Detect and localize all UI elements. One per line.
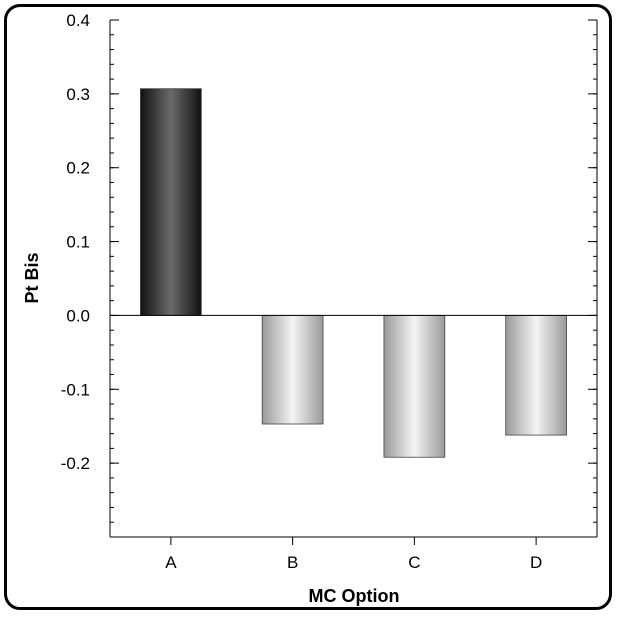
y-tick-label: 0.3 (66, 85, 90, 104)
y-tick-label: 0.4 (66, 11, 90, 30)
x-tick-label: A (165, 553, 177, 572)
y-axis-title: Pt Bis (22, 252, 42, 303)
x-tick-label: D (530, 553, 542, 572)
y-tick-label: 0.1 (66, 233, 90, 252)
chart-frame (4, 4, 612, 610)
bar-c (383, 315, 446, 458)
y-tick-label: -0.2 (61, 454, 90, 473)
x-axis-title: MC Option (309, 586, 400, 606)
x-tick-label: C (408, 553, 420, 572)
y-tick-label: -0.1 (61, 380, 90, 399)
y-tick-label: 0.0 (66, 306, 90, 325)
x-tick-label: B (287, 553, 298, 572)
bar-d (505, 315, 567, 436)
y-tick-label: 0.2 (66, 159, 90, 178)
bar-a (140, 88, 202, 316)
bar-b (261, 315, 324, 425)
